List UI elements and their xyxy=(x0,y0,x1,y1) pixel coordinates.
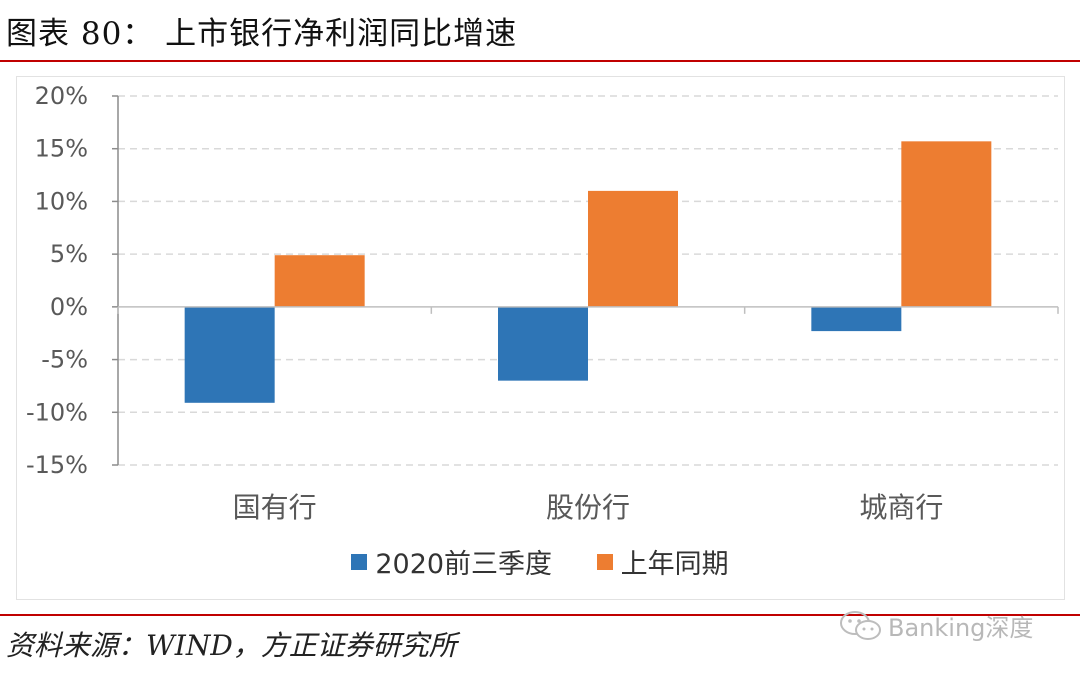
y-tick-label: 0% xyxy=(50,293,88,321)
bar-series-1 xyxy=(498,306,588,381)
legend-label-series-2: 上年同期 xyxy=(620,549,729,580)
x-category-label: 国有行 xyxy=(233,491,317,524)
y-tick-label: -15% xyxy=(26,451,88,479)
legend-item-series-2: 上年同期 xyxy=(596,542,729,581)
wechat-icon xyxy=(840,610,881,640)
bottom-rule xyxy=(0,614,1080,616)
y-tick-label: 10% xyxy=(35,187,88,215)
bar-series-2 xyxy=(901,141,992,307)
top-rule xyxy=(0,60,1080,62)
watermark: Banking深度 xyxy=(838,608,1033,643)
y-tick-label: -10% xyxy=(26,398,88,426)
legend-swatch-series-2 xyxy=(596,553,613,570)
bar-series-2 xyxy=(274,255,365,307)
x-category-label: 股份行 xyxy=(546,491,630,524)
bar-series-2 xyxy=(588,190,678,307)
y-tick-label: 15% xyxy=(35,135,88,163)
y-tick-label: 5% xyxy=(50,240,88,268)
bar-series-1 xyxy=(811,306,902,332)
watermark-text: Banking深度 xyxy=(888,614,1034,642)
legend: 2020前三季度 上年同期 xyxy=(0,542,1080,581)
figure-title: 图表 80： 上市银行净利润同比增速 xyxy=(6,16,518,52)
x-category-label: 城商行 xyxy=(859,491,943,524)
legend-label-series-1: 2020前三季度 xyxy=(375,549,553,580)
source-note: 资料来源：WIND，方正证券研究所 xyxy=(6,629,457,662)
y-tick-label: 20% xyxy=(35,82,88,110)
bar-series-1 xyxy=(184,306,275,403)
legend-item-series-1: 2020前三季度 xyxy=(351,542,552,581)
legend-swatch-series-1 xyxy=(351,553,368,570)
y-tick-label: -5% xyxy=(41,346,88,374)
